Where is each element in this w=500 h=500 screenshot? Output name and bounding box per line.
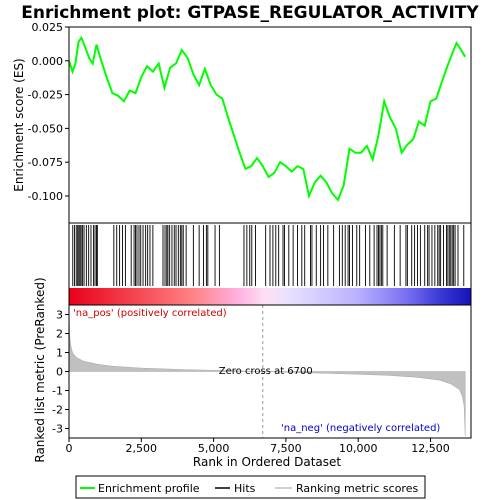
rank-x-tick-label: 10,000 — [339, 442, 378, 455]
enrichment-score-panel: 0.025 0.000 -0.025 -0.050 -0.075 -0.100 Enric… — [12, 21, 472, 224]
chart-legend: Enrichment profile Hits Ranking metric s… — [75, 475, 426, 499]
rank-x-tick-label: 0 — [66, 442, 73, 455]
ranked-metric-panel: 3 2 1 0 -1 -2 -3 Zero cross at 6700 'na_pos' (… — [33, 277, 472, 469]
legend-enrichment-profile-label: Enrichment profile — [98, 482, 200, 495]
es-y-tick-label: 0.000 — [32, 55, 64, 68]
metric-y-tick-label: -3 — [52, 423, 63, 436]
legend-box — [75, 475, 426, 499]
metric-y-tick-label: 0 — [56, 366, 63, 379]
es-y-tick-label: -0.050 — [28, 122, 63, 135]
chart-title: Enrichment plot: GTPASE_REGULATOR_ACTIVI… — [21, 3, 479, 23]
es-y-axis-ticks: 0.025 0.000 -0.025 -0.050 -0.075 -0.100 — [28, 21, 69, 203]
rank-x-tick-label: 12,500 — [411, 442, 450, 455]
es-y-tick-label: -0.075 — [28, 156, 63, 169]
legend-hits-label: Hits — [234, 482, 256, 495]
zero-cross-label: Zero cross at 6700 — [219, 366, 313, 377]
rank-x-axis-label: Rank in Ordered Dataset — [193, 455, 341, 469]
negative-correlation-label: 'na_neg' (negatively correlated) — [281, 423, 440, 434]
rank-x-tick-label: 2,500 — [126, 442, 158, 455]
es-y-tick-label: -0.100 — [28, 190, 63, 203]
rank-x-axis-ticks: 0 2,500 5,000 7,500 10,000 12,500 — [66, 438, 450, 455]
rank-x-tick-label: 5,000 — [198, 442, 230, 455]
es-y-axis-label: Enrichment score (ES) — [12, 58, 26, 191]
positive-correlation-label: 'na_pos' (positively correlated) — [73, 308, 227, 319]
metric-y-axis-ticks: 3 2 1 0 -1 -2 -3 — [52, 309, 69, 436]
metric-y-tick-label: -2 — [52, 404, 63, 417]
rank-x-tick-label: 7,500 — [270, 442, 302, 455]
enrichment-profile-line — [68, 35, 467, 202]
hit-marks — [72, 225, 465, 286]
metric-y-tick-label: 2 — [56, 328, 63, 341]
es-y-tick-label: -0.025 — [28, 89, 63, 102]
es-y-tick-label: 0.025 — [32, 21, 64, 34]
metric-y-axis-label: Ranked list metric (PreRanked) — [33, 277, 47, 462]
metric-y-tick-label: 3 — [56, 309, 63, 322]
rank-gradient-bar — [69, 288, 471, 305]
hits-panel — [68, 222, 472, 306]
metric-y-tick-label: 1 — [56, 347, 63, 360]
metric-y-tick-label: -1 — [52, 385, 63, 398]
legend-ranking-metric-label: Ranking metric scores — [296, 482, 418, 495]
metric-plot-frame — [68, 304, 472, 439]
